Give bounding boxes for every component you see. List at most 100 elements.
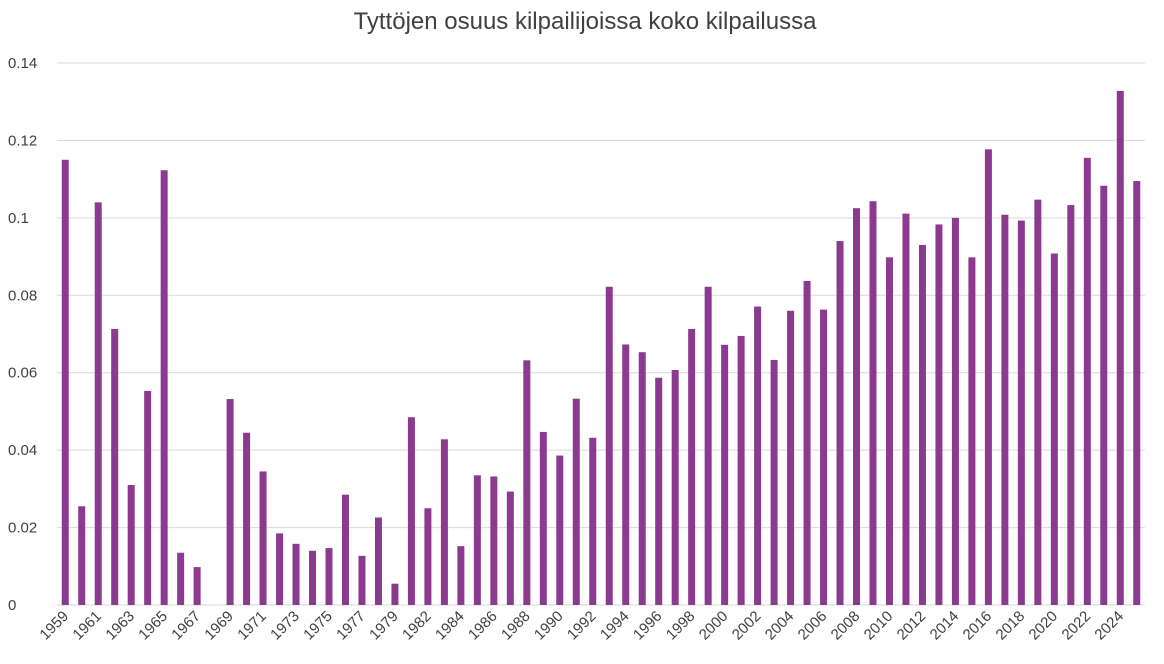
bar-1959 (61, 159, 69, 606)
x-tick-label: 1969 (201, 608, 237, 644)
y-tick-label: 0 (8, 597, 16, 614)
bar-1964 (144, 390, 152, 605)
x-tick-label: 1971 (234, 608, 270, 644)
bar-1983 (440, 439, 448, 605)
bar-2012 (918, 244, 926, 605)
bar-1990 (556, 455, 564, 605)
y-tick-label: 0.14 (8, 55, 37, 72)
x-axis-tick-labels: 1959196119631965196719691971197319751977… (36, 608, 1127, 644)
bar-1971 (259, 471, 267, 605)
y-tick-label: 0.1 (8, 210, 29, 227)
bar-2009 (869, 201, 877, 605)
bar-2014 (951, 217, 959, 605)
bar-1999 (704, 286, 712, 605)
bar-1991 (572, 398, 580, 605)
x-tick-label: 2016 (960, 608, 996, 644)
bar-1963 (127, 484, 135, 605)
bar-1966 (177, 552, 185, 605)
bar-1992 (589, 437, 597, 605)
bar-1986 (490, 476, 498, 605)
x-tick-label: 2006 (795, 608, 831, 644)
bar-2015 (968, 257, 976, 605)
x-tick-label: 1959 (36, 608, 72, 644)
x-tick-label: 1979 (366, 608, 402, 644)
x-tick-label: 2004 (762, 608, 798, 644)
x-tick-label: 1988 (498, 608, 534, 644)
bar-1969 (226, 399, 234, 605)
bar-1960 (78, 506, 86, 605)
bar-1989 (539, 431, 547, 605)
bar-1994 (622, 344, 630, 605)
x-tick-label: 2000 (696, 608, 732, 644)
x-tick-label: 2012 (894, 608, 930, 644)
x-tick-label: 2020 (1026, 608, 1062, 644)
bar-1973 (292, 543, 300, 605)
bar-2011 (902, 213, 910, 605)
bar-2022 (1083, 157, 1091, 605)
bar-1981 (407, 417, 415, 605)
bar-1976 (341, 494, 349, 605)
x-tick-label: 1990 (531, 608, 567, 644)
bar-1995 (638, 352, 646, 605)
x-tick-label: 2022 (1059, 608, 1095, 644)
bar-1972 (276, 533, 284, 605)
bar-1985 (473, 475, 481, 605)
x-tick-label: 1973 (267, 608, 303, 644)
bar-2024 (1116, 90, 1124, 606)
bar-2005 (803, 280, 811, 605)
bar-1988 (523, 360, 531, 605)
bar-2021 (1067, 205, 1075, 605)
bar-1996 (655, 377, 663, 605)
bar-2006 (820, 309, 828, 605)
bar-2002 (754, 306, 762, 605)
bar-2004 (787, 310, 795, 605)
bar-2020 (1050, 253, 1058, 605)
bar-1961 (94, 202, 102, 605)
bar-2017 (1001, 214, 1009, 605)
bar-1975 (325, 548, 333, 605)
bar-1984 (457, 546, 465, 605)
bar-2007 (836, 241, 844, 606)
bar-1970 (243, 432, 251, 605)
y-tick-label: 0.12 (8, 132, 37, 149)
bar-2000 (721, 344, 729, 605)
bar-2001 (737, 335, 745, 605)
bar-1998 (688, 328, 696, 605)
bar-1987 (506, 491, 514, 605)
chart-title: Tyttöjen osuus kilpailijoissa koko kilpa… (354, 8, 818, 35)
bars (61, 90, 1141, 606)
x-tick-label: 1992 (564, 608, 600, 644)
bar-1967 (193, 567, 201, 605)
bar-1977 (358, 555, 366, 605)
x-tick-label: 2024 (1091, 608, 1127, 644)
bar-2019 (1034, 199, 1042, 605)
x-tick-label: 1977 (333, 608, 369, 644)
bar-1974 (309, 550, 317, 605)
x-tick-label: 1996 (630, 608, 666, 644)
x-tick-label: 2014 (927, 608, 963, 644)
y-axis-tick-labels: 0 0.02 0.04 0.06 0.08 0.1 0.12 0.14 (8, 55, 37, 614)
y-tick-label: 0.06 (8, 365, 37, 382)
x-tick-label: 1967 (168, 608, 204, 644)
y-tick-label: 0.08 (8, 287, 37, 304)
bar-1979 (391, 583, 399, 605)
bar-1982 (424, 508, 432, 605)
x-tick-label: 1982 (399, 608, 435, 644)
bar-2010 (885, 257, 893, 605)
x-tick-label: 1961 (69, 608, 105, 644)
x-tick-label: 2008 (828, 608, 864, 644)
bar-2018 (1017, 220, 1025, 605)
x-tick-label: 2002 (729, 608, 765, 644)
y-tick-label: 0.04 (8, 442, 37, 459)
x-tick-label: 1965 (135, 608, 171, 644)
bar-1993 (605, 286, 613, 605)
x-tick-label: 1963 (102, 608, 138, 644)
bar-1962 (111, 328, 119, 605)
x-tick-label: 2010 (861, 608, 897, 644)
bar-1965 (160, 170, 168, 605)
bar-1978 (374, 517, 382, 605)
x-tick-label: 1994 (597, 608, 633, 644)
y-tick-label: 0.02 (8, 520, 37, 537)
x-tick-label: 1986 (465, 608, 501, 644)
